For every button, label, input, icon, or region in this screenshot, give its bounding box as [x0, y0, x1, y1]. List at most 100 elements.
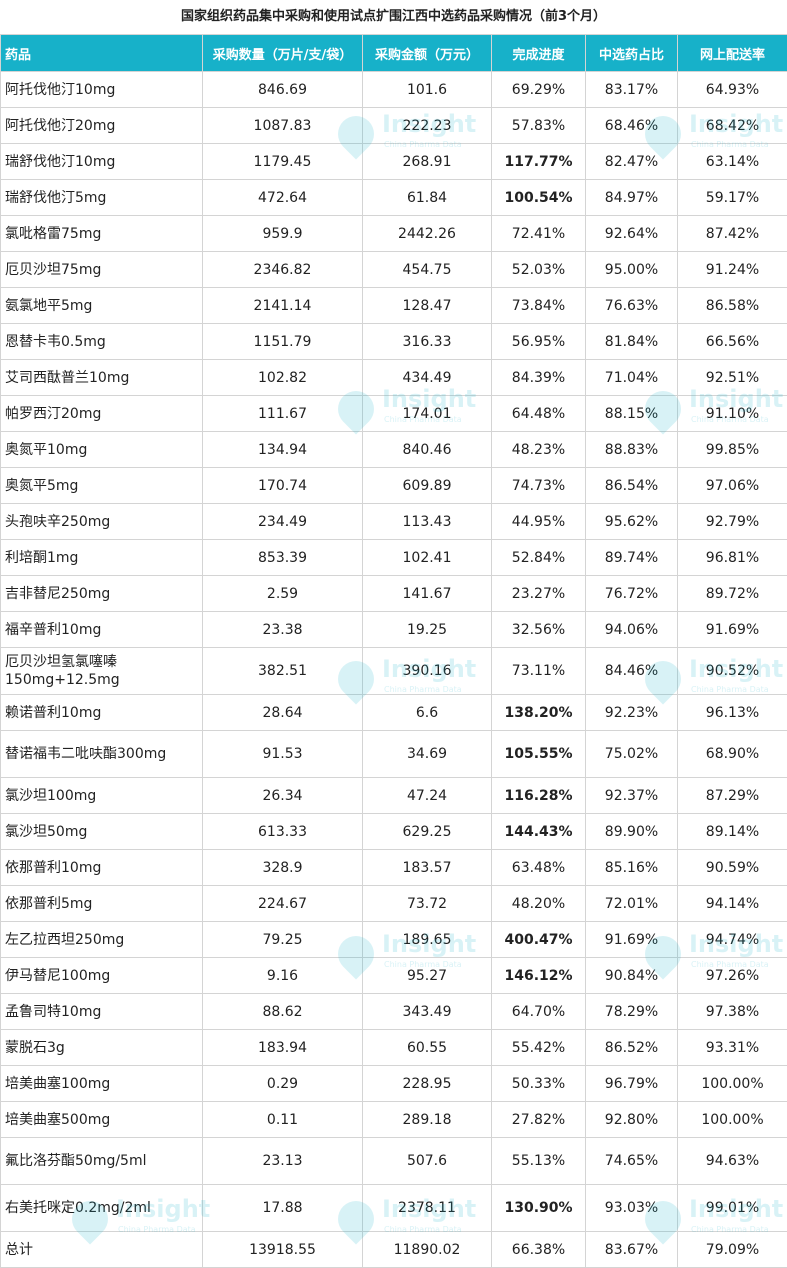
amount-cell: 141.67	[363, 576, 492, 612]
quantity-cell: 234.49	[203, 504, 363, 540]
share-cell: 89.74%	[586, 540, 678, 576]
delivery-cell: 79.09%	[678, 1232, 787, 1268]
share-cell: 90.84%	[586, 958, 678, 994]
amount-cell: 189.65	[363, 922, 492, 958]
delivery-cell: 99.85%	[678, 432, 787, 468]
delivery-cell: 97.38%	[678, 994, 787, 1030]
header-amount: 采购金额（万元）	[363, 35, 492, 72]
share-cell: 92.37%	[586, 778, 678, 814]
drug-name-cell: 帕罗西汀20mg	[1, 396, 203, 432]
delivery-cell: 97.26%	[678, 958, 787, 994]
delivery-cell: 90.52%	[678, 648, 787, 695]
quantity-cell: 88.62	[203, 994, 363, 1030]
progress-cell: 56.95%	[492, 324, 586, 360]
progress-cell: 55.42%	[492, 1030, 586, 1066]
amount-cell: 343.49	[363, 994, 492, 1030]
share-cell: 94.06%	[586, 612, 678, 648]
delivery-cell: 93.31%	[678, 1030, 787, 1066]
progress-cell: 105.55%	[492, 731, 586, 778]
drug-name-cell: 依那普利5mg	[1, 886, 203, 922]
quantity-cell: 2346.82	[203, 252, 363, 288]
quantity-cell: 1151.79	[203, 324, 363, 360]
share-cell: 86.54%	[586, 468, 678, 504]
share-cell: 95.00%	[586, 252, 678, 288]
progress-cell: 73.11%	[492, 648, 586, 695]
share-cell: 74.65%	[586, 1138, 678, 1185]
quantity-cell: 1179.45	[203, 144, 363, 180]
amount-cell: 609.89	[363, 468, 492, 504]
delivery-cell: 94.74%	[678, 922, 787, 958]
share-cell: 93.03%	[586, 1185, 678, 1232]
quantity-cell: 183.94	[203, 1030, 363, 1066]
share-cell: 96.79%	[586, 1066, 678, 1102]
share-cell: 76.72%	[586, 576, 678, 612]
share-cell: 83.67%	[586, 1232, 678, 1268]
delivery-cell: 96.81%	[678, 540, 787, 576]
amount-cell: 6.6	[363, 695, 492, 731]
delivery-cell: 92.79%	[678, 504, 787, 540]
quantity-cell: 0.11	[203, 1102, 363, 1138]
share-cell: 82.47%	[586, 144, 678, 180]
delivery-cell: 99.01%	[678, 1185, 787, 1232]
drug-name-cell: 赖诺普利10mg	[1, 695, 203, 731]
page: 国家组织药品集中采购和使用试点扩围江西中选药品采购情况（前3个月） 药品 采购数…	[0, 0, 787, 1236]
share-cell: 92.80%	[586, 1102, 678, 1138]
amount-cell: 101.6	[363, 72, 492, 108]
amount-cell: 183.57	[363, 850, 492, 886]
drug-name-cell: 培美曲塞100mg	[1, 1066, 203, 1102]
quantity-cell: 0.29	[203, 1066, 363, 1102]
quantity-cell: 853.39	[203, 540, 363, 576]
quantity-cell: 13918.55	[203, 1232, 363, 1268]
quantity-cell: 170.74	[203, 468, 363, 504]
delivery-cell: 89.72%	[678, 576, 787, 612]
amount-cell: 222.23	[363, 108, 492, 144]
drug-name-cell: 厄贝沙坦氢氯噻嗪150mg+12.5mg	[1, 648, 203, 695]
progress-cell: 116.28%	[492, 778, 586, 814]
progress-cell: 52.03%	[492, 252, 586, 288]
drug-name-cell: 头孢呋辛250mg	[1, 504, 203, 540]
amount-cell: 60.55	[363, 1030, 492, 1066]
progress-cell: 74.73%	[492, 468, 586, 504]
amount-cell: 174.01	[363, 396, 492, 432]
progress-cell: 50.33%	[492, 1066, 586, 1102]
drug-name-cell: 氯吡格雷75mg	[1, 216, 203, 252]
header-delivery: 网上配送率	[678, 35, 787, 72]
share-cell: 83.17%	[586, 72, 678, 108]
progress-cell: 48.20%	[492, 886, 586, 922]
drug-name-cell: 艾司西酞普兰10mg	[1, 360, 203, 396]
delivery-cell: 64.93%	[678, 72, 787, 108]
quantity-cell: 28.64	[203, 695, 363, 731]
quantity-cell: 91.53	[203, 731, 363, 778]
progress-cell: 69.29%	[492, 72, 586, 108]
header-quantity: 采购数量（万片/支/袋）	[203, 35, 363, 72]
table-title: 国家组织药品集中采购和使用试点扩围江西中选药品采购情况（前3个月）	[0, 0, 787, 34]
amount-cell: 2442.26	[363, 216, 492, 252]
progress-cell: 63.48%	[492, 850, 586, 886]
share-cell: 75.02%	[586, 731, 678, 778]
drug-name-cell: 培美曲塞500mg	[1, 1102, 203, 1138]
progress-cell: 72.41%	[492, 216, 586, 252]
share-cell: 76.63%	[586, 288, 678, 324]
share-cell: 92.23%	[586, 695, 678, 731]
drug-name-cell: 氯沙坦100mg	[1, 778, 203, 814]
progress-cell: 23.27%	[492, 576, 586, 612]
delivery-cell: 94.14%	[678, 886, 787, 922]
header-progress: 完成进度	[492, 35, 586, 72]
quantity-cell: 111.67	[203, 396, 363, 432]
delivery-cell: 87.42%	[678, 216, 787, 252]
progress-cell: 27.82%	[492, 1102, 586, 1138]
drug-name-cell: 总计	[1, 1232, 203, 1268]
